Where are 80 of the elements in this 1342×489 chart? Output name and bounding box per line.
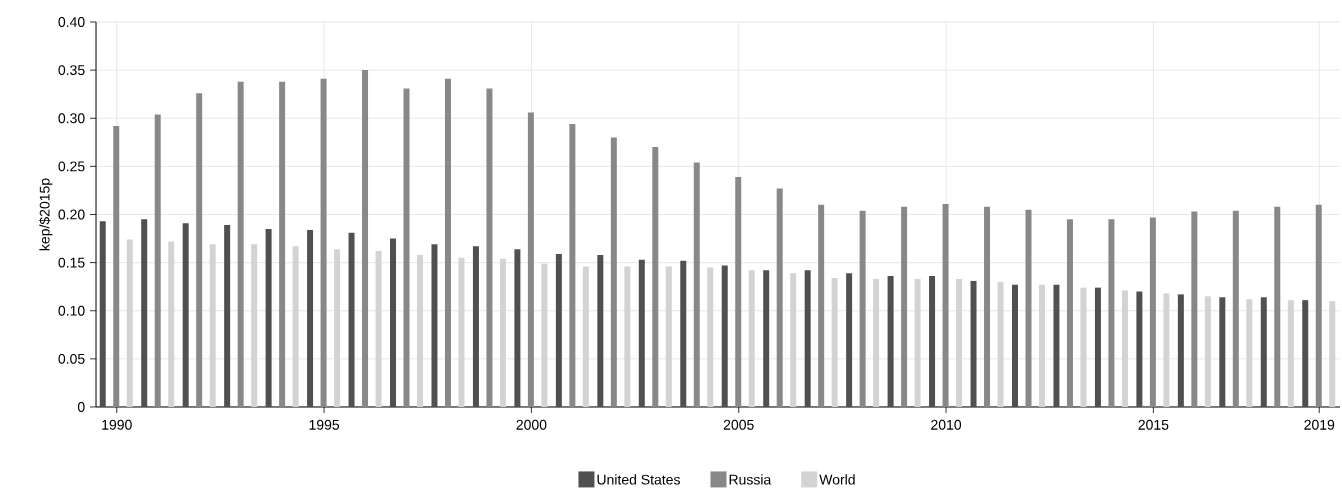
bar bbox=[1025, 209, 1032, 407]
y-tick-label: 0.15 bbox=[58, 257, 85, 268]
bar bbox=[390, 238, 397, 407]
bar bbox=[444, 78, 451, 407]
y-tick-label: 0.05 bbox=[58, 353, 85, 364]
bar bbox=[610, 137, 617, 407]
legend-label: World bbox=[819, 474, 855, 485]
x-tick-label: 2015 bbox=[1138, 419, 1169, 430]
bar bbox=[237, 81, 244, 407]
bar bbox=[1011, 284, 1018, 407]
bar bbox=[929, 276, 936, 407]
bar bbox=[265, 228, 272, 407]
bar bbox=[348, 232, 355, 407]
bar bbox=[431, 244, 438, 407]
bar bbox=[472, 246, 479, 407]
bar bbox=[514, 249, 521, 407]
y-axis-title: kep/$2015p bbox=[39, 178, 53, 251]
y-tick-label: 0 bbox=[77, 402, 85, 412]
bar bbox=[1260, 297, 1267, 407]
x-tick-label: 2010 bbox=[931, 419, 962, 430]
bar bbox=[901, 206, 908, 407]
bar bbox=[279, 81, 286, 407]
bar bbox=[1232, 210, 1239, 407]
y-tick-label: 0.20 bbox=[58, 209, 85, 220]
bar bbox=[403, 88, 410, 407]
bar bbox=[763, 270, 770, 407]
bar bbox=[1149, 217, 1156, 407]
legend-label: Russia bbox=[729, 474, 772, 485]
bar bbox=[1066, 219, 1073, 407]
bar bbox=[776, 188, 783, 407]
bar bbox=[1302, 300, 1309, 407]
bar bbox=[942, 203, 949, 407]
bar bbox=[1274, 206, 1281, 407]
bar bbox=[1315, 204, 1322, 407]
bar bbox=[1177, 294, 1184, 407]
bar bbox=[984, 206, 991, 407]
bar bbox=[693, 162, 700, 407]
bar bbox=[735, 176, 742, 407]
x-tick-label: 1995 bbox=[309, 419, 340, 430]
bar bbox=[1219, 297, 1226, 407]
bar bbox=[196, 93, 203, 407]
bar bbox=[307, 229, 314, 407]
bar bbox=[1053, 284, 1060, 407]
legend-label: United States bbox=[597, 474, 680, 485]
y-tick-label: 0.35 bbox=[58, 65, 85, 76]
bar bbox=[569, 124, 576, 407]
bar bbox=[555, 253, 562, 407]
bar bbox=[1108, 219, 1115, 407]
bar bbox=[154, 114, 161, 407]
bar bbox=[320, 78, 327, 407]
bar bbox=[652, 147, 659, 407]
bar bbox=[527, 112, 534, 407]
bar bbox=[970, 280, 977, 407]
bar bbox=[362, 70, 369, 407]
y-tick-label: 0.40 bbox=[58, 17, 85, 27]
y-tick-label: 0.25 bbox=[58, 161, 85, 172]
bar bbox=[721, 265, 728, 407]
y-tick-label: 0.30 bbox=[58, 113, 85, 124]
bar bbox=[846, 273, 853, 407]
bar bbox=[486, 88, 493, 407]
y-tick-label: 0.10 bbox=[58, 305, 85, 316]
bar bbox=[887, 276, 894, 407]
bar bbox=[1136, 291, 1143, 407]
bar bbox=[1191, 211, 1198, 407]
bar bbox=[182, 223, 189, 407]
x-tick-label: 1990 bbox=[102, 419, 132, 430]
bar bbox=[141, 219, 148, 407]
bar bbox=[99, 221, 106, 407]
bar bbox=[859, 210, 866, 407]
bar bbox=[680, 260, 687, 407]
bar bbox=[1094, 287, 1101, 407]
x-tick-label: 2005 bbox=[723, 419, 754, 430]
bar bbox=[597, 254, 604, 407]
bar bbox=[224, 225, 231, 407]
bar bbox=[638, 259, 645, 407]
x-tick-label: 2000 bbox=[516, 419, 547, 430]
bar bbox=[113, 125, 120, 407]
x-tick-label: 2019 bbox=[1304, 419, 1335, 430]
bar bbox=[818, 204, 825, 407]
bar bbox=[804, 270, 811, 407]
